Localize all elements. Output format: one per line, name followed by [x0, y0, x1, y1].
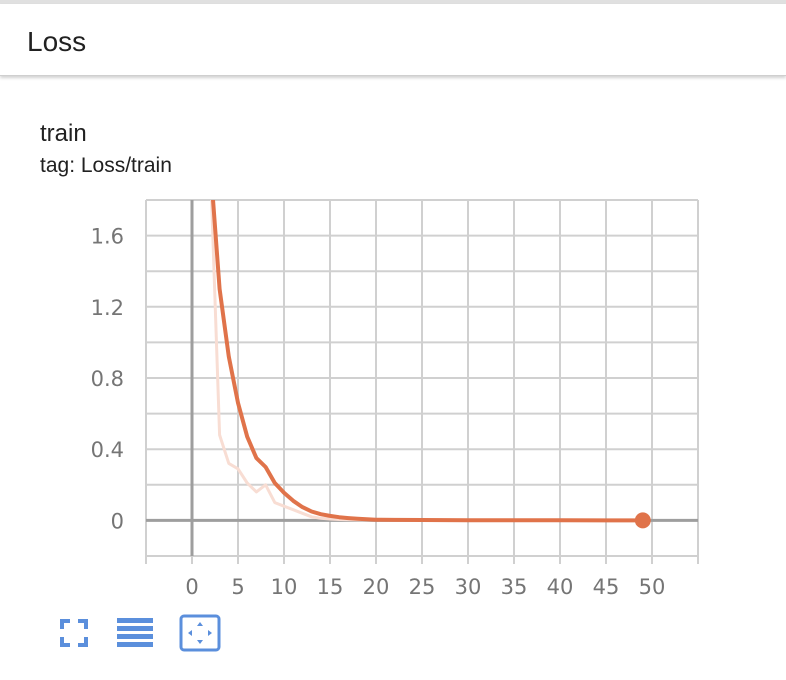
y-tick-label: 0.4 [91, 438, 124, 462]
x-tick-label: 15 [317, 575, 344, 599]
x-tick-label: 0 [185, 575, 198, 599]
x-axis-ticks: 0 5 10 15 20 25 30 35 40 45 50 [185, 575, 665, 599]
fullscreen-icon [60, 619, 88, 647]
fit-domain-button[interactable] [178, 613, 222, 653]
y-tick-label: 1.2 [91, 296, 124, 320]
card-title: Loss [27, 26, 87, 57]
top-divider [0, 0, 786, 4]
y-tick-label: 0 [111, 509, 124, 533]
tag-label: tag: Loss/train [40, 154, 172, 177]
chart-grid [145, 199, 699, 564]
x-tick-label: 40 [547, 575, 574, 599]
fullscreen-button[interactable] [54, 613, 94, 653]
loss-chart[interactable]: 0 5 10 15 20 25 30 35 40 45 50 0 0.4 0.8 1.2 1.6 [0, 180, 720, 605]
run-title: train [40, 120, 87, 147]
x-tick-label: 25 [409, 575, 436, 599]
x-tick-label: 45 [593, 575, 620, 599]
data-selection-button[interactable] [115, 613, 155, 653]
card-header[interactable]: Loss [0, 4, 786, 76]
x-tick-label: 30 [455, 575, 482, 599]
last-point-marker[interactable] [634, 512, 651, 529]
x-tick-label: 35 [501, 575, 528, 599]
x-tick-label: 20 [363, 575, 390, 599]
smoothed-loss-line[interactable] [210, 180, 643, 523]
raw-loss-line[interactable] [210, 180, 643, 522]
fit-domain-icon [179, 614, 221, 652]
x-tick-label: 50 [639, 575, 666, 599]
y-axis-ticks: 0 0.4 0.8 1.2 1.6 [91, 225, 124, 534]
y-tick-label: 0.8 [91, 367, 124, 391]
y-tick-label: 1.6 [91, 225, 124, 249]
series-layer [210, 180, 651, 529]
x-tick-label: 5 [231, 575, 244, 599]
x-tick-label: 10 [271, 575, 298, 599]
data-selection-icon [117, 618, 153, 647]
